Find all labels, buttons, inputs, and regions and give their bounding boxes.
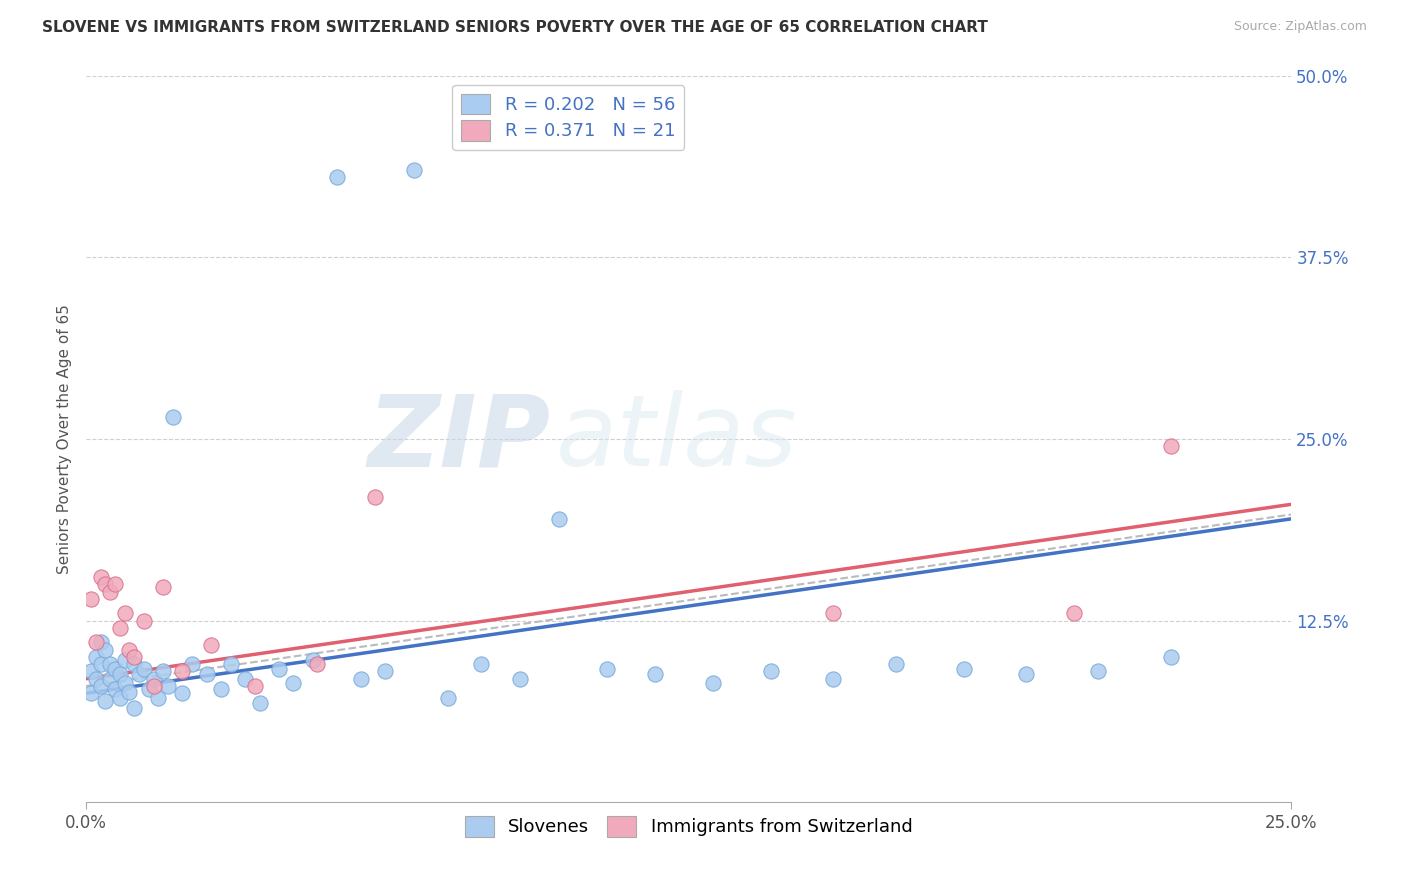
Point — [509, 672, 531, 686]
Text: Source: ZipAtlas.com: Source: ZipAtlas.com — [1233, 20, 1367, 33]
Point — [80, 665, 103, 679]
Point — [283, 676, 305, 690]
Point — [219, 657, 242, 672]
Point — [104, 577, 127, 591]
Point — [114, 676, 136, 690]
Text: SLOVENE VS IMMIGRANTS FROM SWITZERLAND SENIORS POVERTY OVER THE AGE OF 65 CORREL: SLOVENE VS IMMIGRANTS FROM SWITZERLAND S… — [42, 20, 988, 35]
Point — [364, 490, 387, 504]
Point — [1087, 665, 1109, 679]
Point — [470, 657, 492, 672]
Point — [128, 667, 150, 681]
Point — [644, 667, 666, 681]
Point — [90, 679, 112, 693]
Point — [243, 679, 266, 693]
Point — [98, 657, 121, 672]
Point — [148, 690, 170, 705]
Point — [326, 170, 349, 185]
Point — [124, 657, 146, 672]
Point — [142, 679, 165, 693]
Point — [98, 584, 121, 599]
Point — [195, 667, 218, 681]
Point — [209, 681, 232, 696]
Point — [596, 661, 619, 675]
Point — [94, 577, 117, 591]
Point — [104, 661, 127, 675]
Point — [233, 672, 256, 686]
Point — [181, 657, 204, 672]
Point — [80, 591, 103, 606]
Point — [108, 667, 131, 681]
Point — [108, 690, 131, 705]
Point — [114, 607, 136, 621]
Point — [84, 635, 107, 649]
Point — [80, 686, 103, 700]
Point — [436, 690, 458, 705]
Point — [402, 163, 425, 178]
Point — [1160, 649, 1182, 664]
Point — [823, 672, 845, 686]
Point — [162, 410, 184, 425]
Point — [124, 700, 146, 714]
Point — [267, 661, 290, 675]
Point — [118, 685, 141, 699]
Point — [172, 686, 194, 700]
Point — [104, 681, 127, 696]
Point — [702, 676, 724, 690]
Point — [142, 672, 165, 686]
Point — [108, 621, 131, 635]
Point — [94, 642, 117, 657]
Point — [124, 649, 146, 664]
Point — [374, 665, 396, 679]
Text: atlas: atlas — [557, 391, 797, 487]
Point — [114, 653, 136, 667]
Point — [152, 580, 174, 594]
Point — [301, 653, 323, 667]
Point — [547, 512, 569, 526]
Point — [884, 657, 907, 672]
Point — [307, 657, 329, 672]
Point — [138, 681, 160, 696]
Point — [132, 661, 155, 675]
Point — [98, 672, 121, 686]
Point — [84, 672, 107, 686]
Legend: Slovenes, Immigrants from Switzerland: Slovenes, Immigrants from Switzerland — [458, 809, 920, 844]
Point — [1160, 439, 1182, 453]
Y-axis label: Seniors Poverty Over the Age of 65: Seniors Poverty Over the Age of 65 — [58, 304, 72, 574]
Point — [952, 661, 974, 675]
Point — [118, 642, 141, 657]
Point — [152, 665, 174, 679]
Point — [90, 635, 112, 649]
Point — [90, 657, 112, 672]
Point — [350, 672, 373, 686]
Point — [172, 665, 194, 679]
Point — [249, 697, 271, 711]
Point — [823, 607, 845, 621]
Text: ZIP: ZIP — [367, 391, 550, 487]
Point — [132, 614, 155, 628]
Point — [759, 665, 782, 679]
Point — [1015, 667, 1038, 681]
Point — [157, 679, 180, 693]
Point — [94, 693, 117, 707]
Point — [1063, 607, 1085, 621]
Point — [84, 649, 107, 664]
Point — [90, 570, 112, 584]
Point — [200, 638, 222, 652]
